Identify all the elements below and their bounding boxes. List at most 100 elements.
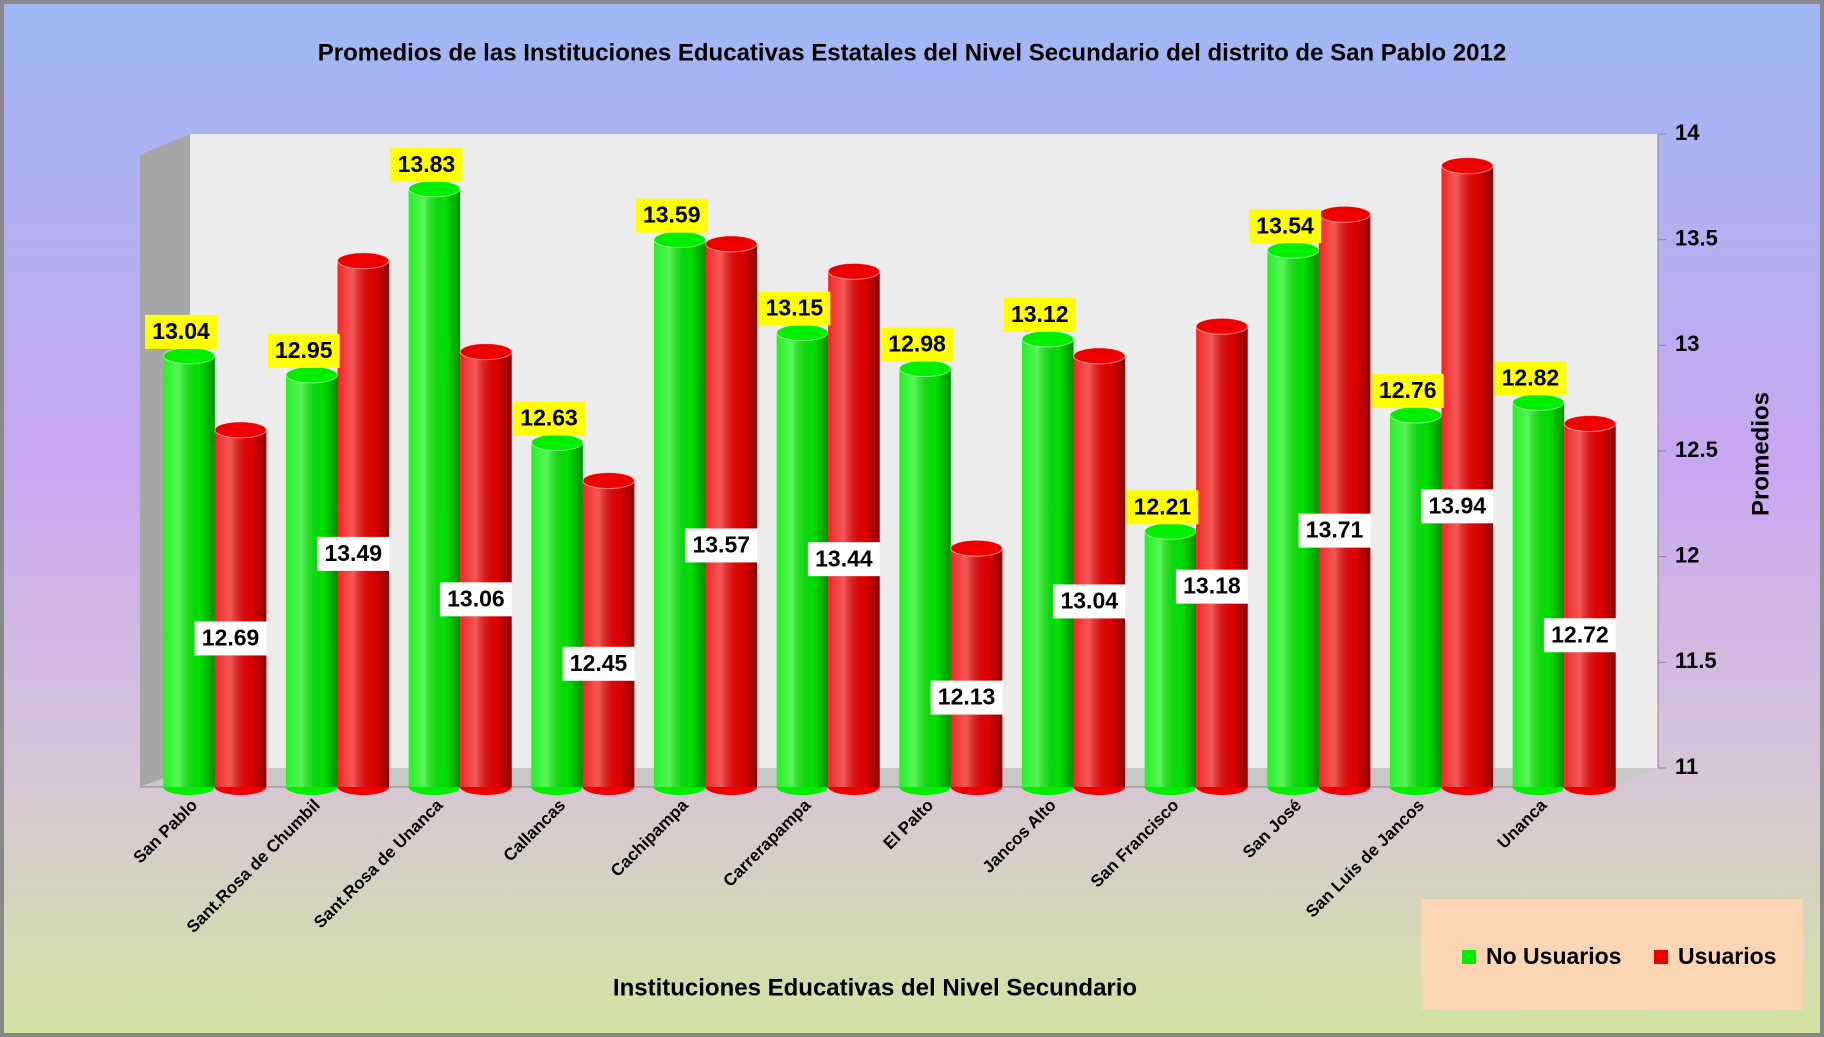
bar-top — [336, 252, 390, 270]
value-label-box — [562, 646, 635, 681]
y-tick-label: 13 — [1675, 331, 1699, 356]
bar-top — [1389, 406, 1442, 424]
value-label-box — [685, 528, 758, 563]
value-label-box — [1126, 490, 1199, 525]
bar-top — [530, 434, 584, 452]
value-label-box — [1494, 361, 1567, 396]
value-label-box — [194, 621, 267, 656]
legend — [1421, 899, 1803, 1010]
bar-shade — [337, 260, 390, 787]
value-label: 13.18 — [1183, 573, 1241, 599]
value-label: 13.83 — [398, 151, 456, 177]
bar-top — [827, 262, 881, 280]
value-label: 12.95 — [275, 337, 333, 363]
bar-top — [1318, 205, 1371, 223]
y-tick-label: 11.5 — [1675, 648, 1717, 673]
value-label-box — [1421, 489, 1494, 524]
value-label: 12.72 — [1551, 621, 1609, 647]
bar-shade — [1318, 214, 1371, 787]
value-label-box — [145, 314, 218, 349]
bar-top — [1563, 415, 1617, 433]
value-label: 13.44 — [815, 545, 873, 571]
bar-top — [408, 180, 461, 198]
bar-top — [898, 360, 952, 378]
y-tick-label: 12 — [1675, 542, 1699, 567]
bar-top — [1266, 241, 1320, 259]
bar-top — [162, 347, 216, 365]
bar-shade — [214, 429, 267, 787]
value-label: 13.71 — [1306, 517, 1364, 543]
value-label-box — [1543, 618, 1616, 653]
legend-marker — [1462, 950, 1476, 964]
y-axis-title: Promedios — [1747, 392, 1774, 516]
bar-shade — [1196, 326, 1248, 787]
legend-label: Usuarios — [1678, 943, 1776, 969]
y-tick-label: 12.5 — [1675, 437, 1718, 462]
value-label: 13.06 — [447, 585, 505, 611]
legend-label: No Usuarios — [1486, 943, 1621, 969]
bar-top — [704, 235, 758, 253]
value-label: 12.21 — [1134, 493, 1192, 519]
value-label-box — [758, 291, 831, 326]
x-axis-title: Instituciones Educativas del Nivel Secun… — [613, 974, 1137, 1001]
value-label: 12.45 — [570, 650, 628, 676]
value-label-box — [267, 333, 340, 368]
value-label-box — [439, 582, 512, 617]
value-label-box — [513, 401, 586, 436]
bar-top — [653, 231, 706, 249]
value-label: 13.57 — [692, 532, 750, 558]
value-label-box — [881, 327, 954, 362]
bar-shade — [899, 368, 951, 787]
value-label-box — [1175, 569, 1248, 604]
bar-shade — [1021, 338, 1074, 787]
value-label: 12.63 — [520, 405, 578, 431]
value-label-box — [807, 542, 880, 577]
bar-top — [776, 324, 829, 342]
value-label: 13.54 — [1256, 212, 1314, 238]
value-label: 12.13 — [938, 684, 996, 710]
y-tick-label: 13.5 — [1675, 225, 1718, 250]
value-label-box — [1298, 513, 1371, 548]
value-label: 13.12 — [1011, 301, 1069, 327]
value-label: 12.82 — [1502, 364, 1560, 390]
value-label: 13.59 — [643, 202, 701, 228]
value-label-box — [1249, 209, 1322, 244]
bar-shade — [828, 271, 880, 787]
bar-top — [950, 539, 1003, 557]
bar-shade — [1564, 423, 1616, 787]
y-tick-label: 14 — [1675, 120, 1700, 145]
bar-top — [214, 421, 267, 439]
bar-shade — [705, 243, 758, 787]
value-label: 13.04 — [152, 318, 210, 344]
bar-shade — [163, 355, 215, 787]
bar-top — [1512, 393, 1565, 411]
bar-shade — [1512, 402, 1565, 787]
bar-shade — [408, 188, 461, 788]
value-label: 13.49 — [324, 540, 382, 566]
bar-top — [582, 472, 635, 490]
bar-top — [1021, 330, 1074, 348]
value-label-box — [390, 147, 463, 182]
value-label: 13.04 — [1060, 588, 1118, 614]
bar-top — [1144, 522, 1197, 540]
bar-top — [1440, 157, 1494, 175]
value-label: 13.94 — [1428, 492, 1486, 518]
value-label: 12.69 — [202, 625, 260, 651]
bar-shade — [950, 548, 1003, 787]
bar-shade — [1441, 165, 1494, 787]
bar-shade — [1389, 415, 1442, 787]
value-label-box — [635, 198, 708, 233]
value-label: 12.98 — [888, 331, 946, 357]
value-label: 13.15 — [766, 295, 824, 321]
bar-shade — [582, 480, 635, 787]
value-label-box — [930, 680, 1003, 715]
chart-title: Promedios de las Instituciones Educativa… — [318, 39, 1506, 66]
bar-top — [1195, 317, 1249, 335]
y-tick-label: 11 — [1675, 754, 1698, 779]
bar-shade — [285, 374, 338, 787]
bar-top — [285, 366, 338, 384]
value-label-box — [1371, 374, 1444, 409]
bar-shade — [653, 239, 706, 787]
bar-shade — [1144, 531, 1197, 787]
